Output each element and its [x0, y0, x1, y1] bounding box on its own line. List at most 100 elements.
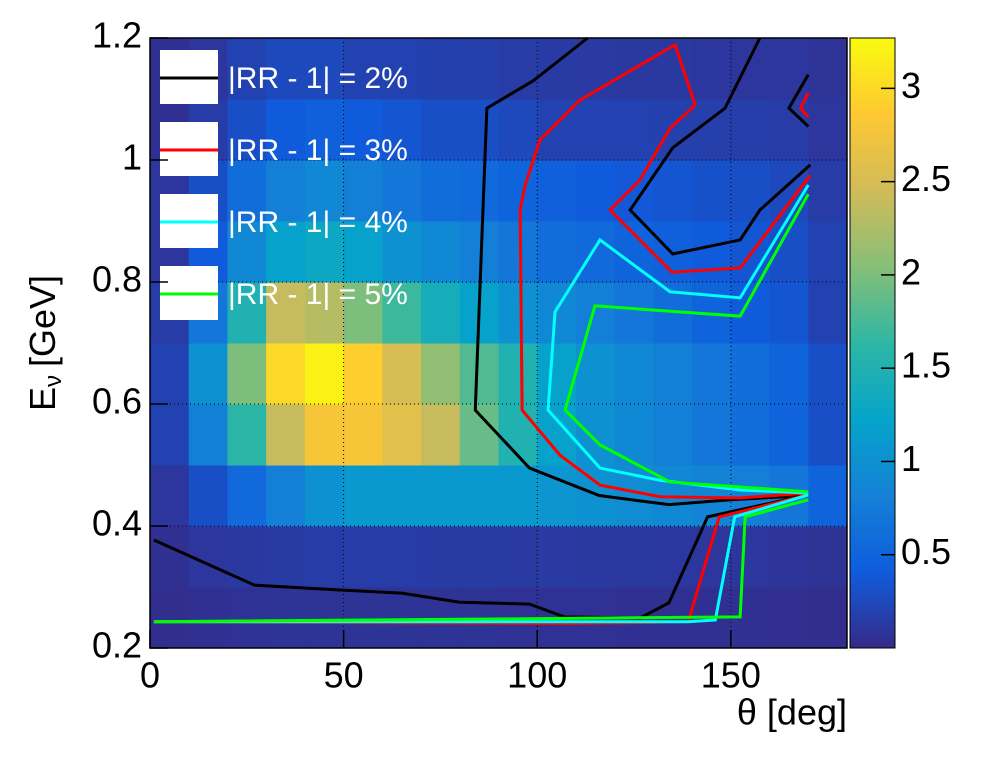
heat-cell [227, 99, 267, 161]
heat-cell [266, 587, 306, 649]
heat-cell [266, 160, 306, 222]
heat-cell [266, 465, 306, 527]
heat-cell [537, 282, 577, 344]
heat-cell [459, 38, 499, 100]
contours [153, 36, 812, 626]
heat-cell [382, 99, 422, 161]
heat-cell [343, 526, 383, 588]
heat-cell [653, 404, 693, 466]
heat-cell [188, 404, 228, 466]
legend-label: |RR - 1| = 2% [228, 62, 408, 95]
heat-cell [769, 38, 809, 100]
heat-cell [808, 343, 848, 405]
heat-cell [227, 160, 267, 222]
heat-cell [730, 160, 771, 222]
heat-cell [730, 404, 771, 466]
heat-cell [150, 404, 190, 466]
colorbar-tick-label: 2.5 [901, 158, 951, 199]
legend-label: |RR - 1| = 4% [228, 206, 408, 239]
heat-cell [575, 526, 616, 588]
colorbar-tick-label: 0.5 [901, 531, 951, 572]
heat-cell [537, 526, 577, 588]
heat-cell [537, 160, 577, 222]
heat-cell [575, 160, 616, 222]
colorbar [849, 37, 896, 649]
heat-cell [304, 221, 345, 283]
heat-cell [382, 343, 422, 405]
heat-cell [227, 465, 267, 527]
heat-cell [150, 343, 190, 405]
y-tick-label: 0.8 [92, 259, 142, 300]
heat-cell [382, 587, 422, 649]
heat-cell [808, 404, 848, 466]
heat-cell [304, 160, 345, 222]
heat-cell [304, 526, 345, 588]
heat-cell [653, 38, 693, 100]
y-label-unit: [GeV] [22, 275, 63, 367]
heat-cell [575, 221, 616, 283]
colorbar-tick-label: 2 [901, 251, 921, 292]
y-label-main: E [22, 387, 63, 411]
legend-label: |RR - 1| = 5% [228, 278, 408, 311]
heat-cell [382, 221, 422, 283]
heat-cell [304, 465, 345, 527]
heat-cell [808, 99, 848, 161]
heat-cell [537, 221, 577, 283]
heat-cell [421, 465, 461, 527]
heat-cell [304, 343, 345, 405]
heat-cell [266, 526, 306, 588]
heat-cell [188, 587, 228, 649]
heat-cell [730, 343, 771, 405]
heat-cell [459, 465, 499, 527]
heat-cell [343, 38, 383, 100]
contour-line [153, 193, 810, 624]
heat-cell [382, 526, 422, 588]
heat-cell [692, 343, 732, 405]
colorbar-tick-label: 1 [901, 438, 921, 479]
heat-cell [266, 38, 306, 100]
heat-cell [421, 282, 461, 344]
y-tick-label: 0.4 [92, 503, 142, 544]
x-axis-label: θ [deg] [737, 692, 847, 733]
legend-label: |RR - 1| = 3% [228, 134, 408, 167]
heat-cell [421, 526, 461, 588]
heat-cell [150, 587, 190, 649]
plot-frame [149, 37, 848, 649]
contour-line [153, 36, 812, 620]
y-label-sub: ν [40, 375, 67, 387]
heat-cell [459, 526, 499, 588]
heat-cell [150, 526, 190, 588]
heat-cell [614, 282, 654, 344]
heat-cell [343, 404, 383, 466]
heat-cell [421, 221, 461, 283]
heat-cell [227, 404, 267, 466]
heat-cell [692, 38, 732, 100]
x-tick-label: 0 [140, 655, 160, 696]
heat-cell [421, 99, 461, 161]
heat-cell [808, 160, 848, 222]
heat-cell [227, 38, 267, 100]
heat-cell [614, 343, 654, 405]
heat-cell [498, 526, 538, 588]
heat-cell [227, 587, 267, 649]
colorbar-tick-label: 1.5 [901, 345, 951, 386]
heat-cell [343, 343, 383, 405]
heat-cell [692, 160, 732, 222]
heat-cell [382, 282, 422, 344]
heat-cell [421, 160, 461, 222]
y-tick-label: 0.6 [92, 381, 142, 422]
heat-cell [730, 38, 771, 100]
heat-cell [614, 221, 654, 283]
heat-cell [382, 160, 422, 222]
heat-cell [575, 282, 616, 344]
x-tick-label: 50 [324, 655, 364, 696]
x-tick-label: 100 [507, 655, 567, 696]
heat-cell [614, 160, 654, 222]
heat-cell [304, 99, 345, 161]
y-tick-label: 1 [122, 137, 142, 178]
heat-cell [808, 526, 848, 588]
heat-cell [808, 221, 848, 283]
heat-cell [769, 404, 809, 466]
heat-cell [498, 343, 538, 405]
